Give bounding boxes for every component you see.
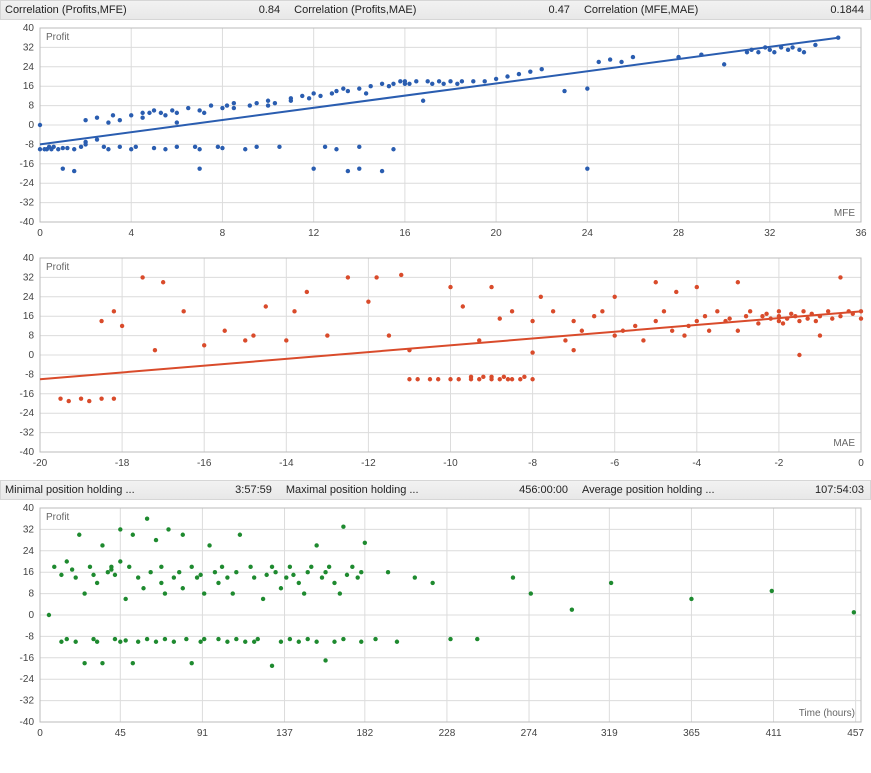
stats-header-correlations: Correlation (Profits,MFE) 0.84 Correlati… [0, 0, 871, 20]
svg-text:16: 16 [23, 567, 35, 578]
svg-text:182: 182 [356, 728, 373, 739]
svg-text:-32: -32 [20, 428, 35, 439]
avg-holding-value: 107:54:03 [815, 481, 866, 499]
svg-text:411: 411 [766, 728, 782, 739]
svg-text:8: 8 [28, 331, 34, 342]
svg-text:-40: -40 [20, 217, 35, 228]
svg-text:137: 137 [276, 728, 293, 739]
svg-text:-16: -16 [197, 458, 212, 469]
svg-text:12: 12 [308, 228, 320, 239]
svg-text:8: 8 [220, 228, 226, 239]
svg-text:-8: -8 [25, 139, 34, 150]
svg-text:-16: -16 [20, 653, 35, 664]
svg-text:MFE: MFE [834, 208, 855, 219]
svg-text:Profit: Profit [46, 262, 70, 273]
svg-text:MAE: MAE [833, 438, 855, 449]
svg-text:-4: -4 [692, 458, 701, 469]
svg-text:-18: -18 [115, 458, 130, 469]
svg-text:28: 28 [673, 228, 685, 239]
svg-text:-8: -8 [25, 631, 34, 642]
svg-text:8: 8 [28, 101, 34, 112]
svg-text:-40: -40 [20, 717, 35, 728]
svg-text:45: 45 [115, 728, 127, 739]
svg-text:0: 0 [28, 610, 34, 621]
max-holding-label: Maximal position holding ... [286, 481, 519, 499]
min-holding-value: 3:57:59 [235, 481, 286, 499]
svg-text:0: 0 [37, 728, 43, 739]
svg-text:228: 228 [439, 728, 456, 739]
svg-text:-24: -24 [20, 674, 35, 685]
svg-text:32: 32 [764, 228, 776, 239]
svg-text:-6: -6 [610, 458, 619, 469]
svg-text:32: 32 [23, 524, 35, 535]
svg-text:40: 40 [23, 503, 35, 514]
svg-text:24: 24 [23, 546, 35, 557]
min-holding-label: Minimal position holding ... [5, 481, 235, 499]
chart-mae: -40-32-24-16-80816243240-20-18-16-14-12-… [0, 250, 871, 480]
corr-profits-mfe-label: Correlation (Profits,MFE) [5, 1, 259, 19]
stats-header-holding: Minimal position holding ... 3:57:59 Max… [0, 480, 871, 500]
chart-mfe: -40 -32 -24 -16 -8 0 8 16 24 32 40 0 4 8 12 16 20 24 28 32 3… [0, 20, 871, 250]
corr-profits-mae-label: Correlation (Profits,MAE) [294, 1, 548, 19]
svg-text:Time (hours): Time (hours) [799, 708, 855, 719]
svg-text:274: 274 [521, 728, 538, 739]
svg-text:-2: -2 [774, 458, 783, 469]
svg-text:Profit: Profit [46, 512, 70, 523]
corr-profits-mfe-value: 0.84 [259, 1, 294, 19]
svg-text:-24: -24 [20, 408, 35, 419]
svg-text:36: 36 [855, 228, 867, 239]
svg-text:16: 16 [23, 311, 35, 322]
svg-text:-8: -8 [528, 458, 537, 469]
svg-text:91: 91 [197, 728, 209, 739]
chart-time: -40 -32 -24 -16 -8 0 8 16 24 32 40 0 45 91 137 182 228 27… [0, 500, 871, 750]
svg-text:16: 16 [399, 228, 411, 239]
svg-text:Profit: Profit [46, 32, 70, 43]
corr-mfe-mae-value: 0.1844 [830, 1, 866, 19]
svg-text:16: 16 [23, 81, 35, 92]
svg-text:20: 20 [491, 228, 503, 239]
svg-text:-40: -40 [20, 447, 35, 458]
svg-text:40: 40 [23, 253, 35, 264]
svg-text:0: 0 [37, 228, 43, 239]
svg-text:-32: -32 [20, 198, 35, 209]
svg-text:-12: -12 [361, 458, 376, 469]
svg-text:0: 0 [858, 458, 864, 469]
svg-text:-20: -20 [33, 458, 48, 469]
svg-text:365: 365 [683, 728, 700, 739]
svg-text:0: 0 [28, 120, 34, 131]
corr-profits-mae-value: 0.47 [549, 1, 584, 19]
avg-holding-label: Average position holding ... [582, 481, 815, 499]
svg-text:32: 32 [23, 272, 35, 283]
svg-text:32: 32 [23, 42, 35, 53]
max-holding-value: 456:00:00 [519, 481, 582, 499]
svg-text:24: 24 [23, 292, 35, 303]
svg-text:0: 0 [28, 350, 34, 361]
svg-text:40: 40 [23, 23, 35, 34]
svg-text:319: 319 [601, 728, 618, 739]
corr-mfe-mae-label: Correlation (MFE,MAE) [584, 1, 830, 19]
svg-text:-16: -16 [20, 159, 35, 170]
svg-text:24: 24 [23, 62, 35, 73]
svg-text:-8: -8 [25, 369, 34, 380]
svg-text:457: 457 [847, 728, 864, 739]
svg-text:-10: -10 [443, 458, 458, 469]
svg-text:-14: -14 [279, 458, 294, 469]
svg-text:4: 4 [128, 228, 134, 239]
svg-text:8: 8 [28, 589, 34, 600]
svg-text:-32: -32 [20, 696, 35, 707]
svg-text:-16: -16 [20, 389, 35, 400]
svg-text:24: 24 [582, 228, 594, 239]
svg-text:-24: -24 [20, 178, 35, 189]
